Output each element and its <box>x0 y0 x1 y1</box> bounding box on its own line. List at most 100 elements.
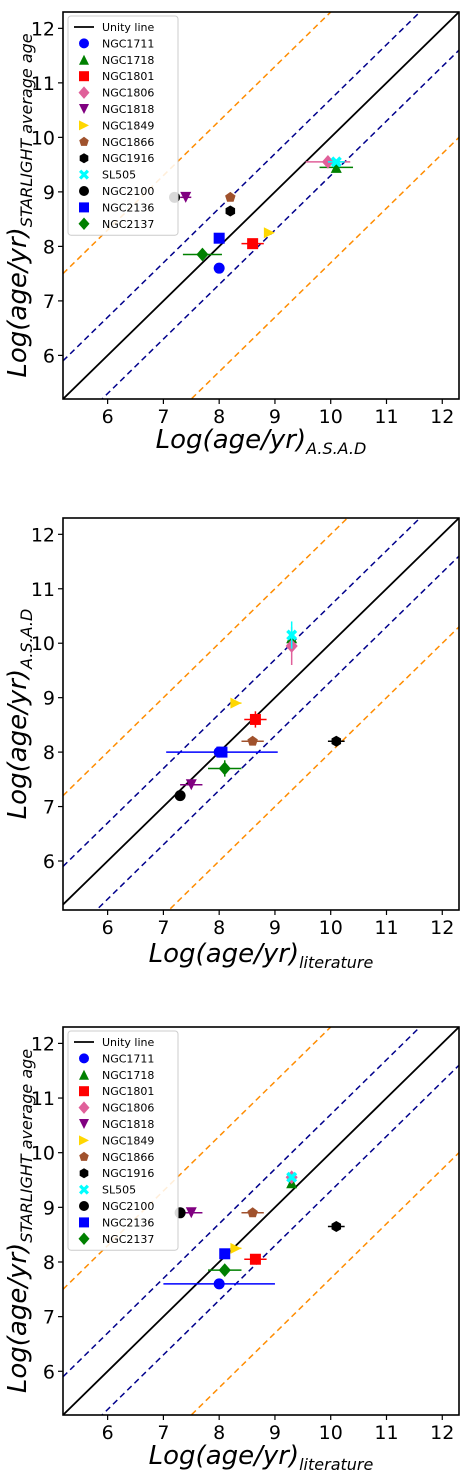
x-tick-label: 6 <box>102 917 114 939</box>
point-NGC2136 <box>216 746 228 758</box>
y-tick-label: 11 <box>31 73 55 95</box>
y-tick-label: 9 <box>43 688 55 710</box>
legend-marker-NGC1818 <box>79 104 89 114</box>
y-tick-label: 8 <box>43 1252 55 1274</box>
point-NGC2137 <box>218 761 231 776</box>
legend-marker-SL505 <box>79 1184 89 1195</box>
legend-label: NGC1801 <box>102 1085 154 1098</box>
unity-line <box>63 1027 459 1415</box>
legend-label: SL505 <box>102 1184 136 1197</box>
x-tick-label: 7 <box>157 406 169 428</box>
blue-band-line-2 <box>100 49 459 399</box>
legend-label: NGC1718 <box>102 1069 154 1082</box>
legend-marker-NGC2137 <box>78 217 90 231</box>
legend-label: NGC1711 <box>102 37 154 50</box>
legend-marker-NGC1866 <box>79 1151 89 1161</box>
legend-marker-NGC1916 <box>79 153 89 164</box>
legend-label: NGC2137 <box>102 1233 154 1246</box>
x-tick-label: 9 <box>269 1422 281 1444</box>
x-tick-label: 10 <box>319 406 343 428</box>
legend-marker-NGC1806 <box>78 86 90 99</box>
point-SL505 <box>286 629 298 641</box>
point-NGC2136 <box>219 1248 231 1260</box>
y-axis-label: Log(age/yr)STARLIGHT average age <box>3 1049 36 1393</box>
legend-marker-NGC1718 <box>79 1069 89 1080</box>
point-SL505 <box>330 156 342 168</box>
legend-marker-SL505 <box>79 169 89 180</box>
legend-marker-NGC2137 <box>78 1232 90 1246</box>
y-tick-label: 12 <box>31 18 55 40</box>
point-NGC1916 <box>331 1220 342 1232</box>
x-axis-label: Log(age/yr)literature <box>149 939 374 972</box>
y-tick-label: 12 <box>31 524 55 546</box>
legend-label: NGC1806 <box>102 87 154 100</box>
x-tick-label: 10 <box>319 1422 343 1444</box>
y-tick-label: 8 <box>43 742 55 764</box>
legend-marker-NGC1818 <box>79 1119 89 1129</box>
y-tick-label: 6 <box>43 345 55 367</box>
y-tick-label: 6 <box>43 851 55 873</box>
point-NGC1916 <box>331 735 342 747</box>
x-axis-label: Log(age/yr)A.S.A.D <box>156 425 367 458</box>
unity-line <box>63 518 459 906</box>
y-tick-label: 9 <box>43 182 55 204</box>
orange-band-line-1 <box>63 518 349 797</box>
legend-marker-NGC1711 <box>79 38 89 49</box>
legend-label: NGC2137 <box>102 218 154 231</box>
legend: Unity line NGC1711 NGC1718 NGC1801 NGC1806 NG… <box>67 15 179 236</box>
legend-label: NGC1806 <box>102 1102 154 1115</box>
y-axis-label: Log(age/yr)A.S.A.D <box>3 609 36 820</box>
legend-marker-NGC2100 <box>79 1201 89 1211</box>
legend: Unity line NGC1711 NGC1718 NGC1801 NGC1806 NG… <box>67 1030 179 1251</box>
chart-panel-1: 6 7 8 9 10 11 12 6 7 8 9 10 11 12 Log(age/yr)A.S.A.D Lo… <box>3 11 460 458</box>
y-tick-label: 11 <box>31 1088 55 1110</box>
legend-marker-NGC1806 <box>78 1101 90 1114</box>
x-tick-label: 11 <box>374 406 398 428</box>
point-NGC2137 <box>196 247 209 262</box>
blue-band-line-2 <box>95 555 459 910</box>
point-NGC1849 <box>230 697 242 709</box>
point-NGC1866 <box>247 735 258 746</box>
chart-panel-3: 6 7 8 9 10 11 12 6 7 8 9 10 11 12 Log(age/yr)literatur… <box>3 1026 460 1474</box>
x-tick-label: 11 <box>374 1422 398 1444</box>
point-NGC1818 <box>180 191 192 203</box>
blue-band-line-2 <box>100 1064 459 1415</box>
legend-label: NGC1866 <box>102 1151 154 1164</box>
x-axis-label: Log(age/yr)literature <box>149 1441 374 1474</box>
legend-box <box>67 15 179 236</box>
x-tick-label: 8 <box>213 917 225 939</box>
point-NGC1849 <box>230 1242 242 1254</box>
x-tick-label: 9 <box>269 406 281 428</box>
legend-label: SL505 <box>102 169 136 182</box>
y-tick-label: 6 <box>43 1361 55 1383</box>
point-SL505 <box>286 1171 298 1183</box>
x-tick-label: 8 <box>213 1422 225 1444</box>
point-NGC1801 <box>247 238 259 250</box>
legend-marker-NGC1849 <box>79 1135 89 1146</box>
legend-marker-NGC1801 <box>79 71 89 82</box>
legend-label: NGC2100 <box>102 185 154 198</box>
legend-marker-NGC1916 <box>79 1168 89 1179</box>
y-tick-label: 10 <box>31 1143 55 1165</box>
plot-frame <box>62 1026 460 1416</box>
legend-label: NGC1718 <box>102 54 154 67</box>
y-tick-label: 9 <box>43 1197 55 1219</box>
legend-label: NGC1818 <box>102 1118 154 1131</box>
x-tick-label: 12 <box>430 917 454 939</box>
legend-marker-NGC1718 <box>79 54 89 65</box>
unity-line <box>63 12 459 399</box>
orange-band-line-2 <box>190 136 459 399</box>
plot-frame <box>62 11 460 400</box>
legend-marker-NGC1711 <box>79 1053 89 1064</box>
x-tick-label: 6 <box>102 406 114 428</box>
x-tick-label: 11 <box>374 917 398 939</box>
y-tick-label: 12 <box>31 1033 55 1055</box>
orange-band-line-2 <box>190 1152 459 1415</box>
legend-marker-NGC2136 <box>79 1217 89 1228</box>
x-tick-label: 8 <box>213 406 225 428</box>
data-points <box>166 621 345 802</box>
point-NGC2136 <box>213 232 225 244</box>
point-NGC1711 <box>213 262 225 274</box>
chart-panel-2: 6 7 8 9 10 11 12 6 7 8 9 10 11 12 Log(age/yr)literatur… <box>3 517 460 972</box>
